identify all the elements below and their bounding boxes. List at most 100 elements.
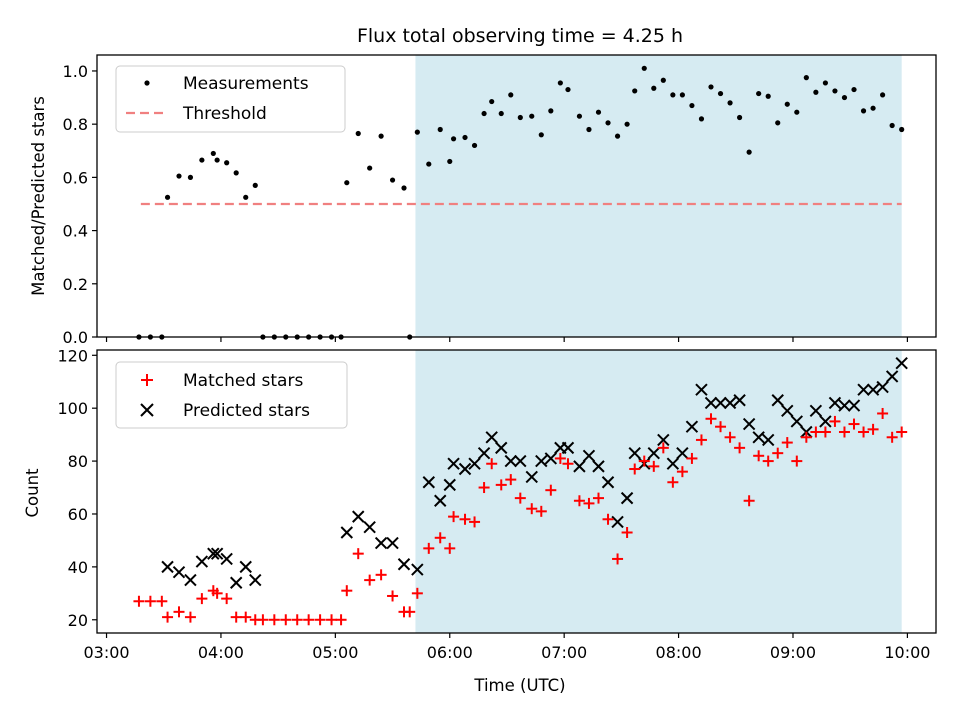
measurement-point [233,170,239,176]
predicted-star-point [866,383,880,396]
x-axis-label: Time (UTC) [473,676,565,695]
predicted-star-point [447,457,460,470]
matched-star-point [352,548,364,560]
matched-star-point [848,418,860,430]
bottom-legend-box [115,361,348,429]
top-legend: Measurements Threshold [115,65,346,133]
matched-star-point [858,426,870,438]
measurement-point [595,109,602,115]
matched-star-point [268,614,280,626]
predicted-star-point [525,470,538,484]
measurement-point [367,165,373,171]
measurement-point [679,92,685,98]
measurement-point [794,109,800,115]
matched-star-point [514,492,526,504]
matched-star-point [230,611,242,623]
predicted-star-point [611,515,624,529]
measurement-point [746,149,752,155]
matched-star-point [819,426,831,438]
measurement-point [813,89,819,95]
matched-star-point [724,431,736,443]
matched-star-point [314,614,326,626]
top-y-tick-label: 0.0 [63,328,88,347]
legend-marker-predicted [140,403,154,417]
predicted-star-point [592,460,605,473]
matched-star-point [629,463,641,475]
predicted-star-point [374,536,388,550]
measurement-point [224,160,230,166]
measurement-point [401,185,407,191]
matched-star-point [592,492,604,504]
predicted-star-point [761,433,775,447]
predicted-star-point [210,547,224,560]
predicted-star-point [386,536,399,550]
measurement-point [252,182,258,188]
predicted-star-point [363,520,376,534]
measurement-point [614,133,621,139]
predicted-star-point [161,560,174,574]
measurement-point [576,113,583,119]
measurement-point [176,173,182,179]
legend-label-predicted: Predicted stars [183,401,310,421]
measurement-point [765,93,771,99]
measurement-point [187,174,194,180]
matched-star-point [469,516,481,528]
predicted-star-point [723,396,737,410]
top-x-ticks [105,337,908,342]
measurement-point [727,100,733,106]
matched-star-point [535,505,547,517]
matched-star-point [184,611,196,623]
measurement-point [517,114,523,121]
measurement-point [670,92,676,98]
measurement-point [775,120,781,126]
matched-star-point [257,614,269,626]
predicted-star-point [771,394,784,407]
predicted-star-point [733,394,746,407]
predicted-star-point [340,526,354,539]
matched-star-point [686,452,698,464]
measurement-point [557,80,563,86]
measurement-point [689,102,695,109]
predicted-star-point [695,383,708,396]
bottom-y-ticks: 20 40 60 80 100 120 [57,346,97,630]
predicted-star-point [195,555,209,568]
predicted-star-point [229,576,243,589]
matched-star-point [434,532,446,544]
matched-star-point [196,593,208,605]
bottom-legend: Matched stars Predicted stars [115,361,348,429]
predicted-star-point [561,441,575,455]
predicted-star-point [828,396,842,410]
measurement-point [344,180,350,186]
bottom-y-tick-label: 60 [68,505,88,524]
measurement-point [164,194,171,200]
matched-star-point [781,437,793,449]
matched-star-point [162,611,174,623]
x-tick-label: 07:00 [541,643,587,662]
matched-star-point [810,426,822,438]
bottom-y-tick-label: 120 [57,346,88,365]
matched-star-point [526,503,538,515]
matched-star-point [667,476,679,488]
measurement-point [605,120,611,126]
matched-star-point [404,606,416,618]
measurement-point [529,113,535,119]
measurement-point [641,65,647,71]
matched-star-point [495,479,507,491]
top-legend-box [115,65,346,133]
predicted-star-point [544,452,558,465]
matched-star-point [791,455,803,467]
measurement-point [565,86,571,93]
predicted-star-point [666,457,680,470]
matched-star-point [743,495,755,507]
matched-star-point [705,413,717,425]
predicted-star-point [781,404,794,418]
predicted-star-point [819,415,832,428]
measurement-point [660,77,666,83]
measurement-point [199,157,205,163]
measurement-point [471,142,478,149]
predicted-star-point [422,476,435,489]
matched-star-point [562,458,574,470]
predicted-star-point [628,446,641,460]
matched-star-point [638,455,650,467]
predicted-star-point [582,449,596,463]
